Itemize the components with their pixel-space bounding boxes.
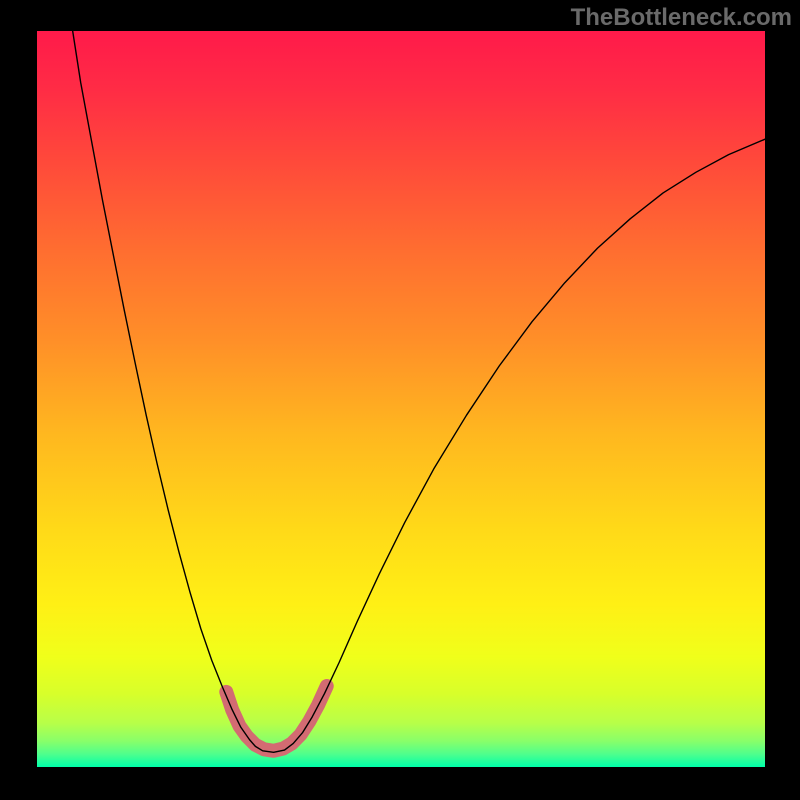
- watermark-text: TheBottleneck.com: [571, 4, 792, 32]
- curve-layer: [0, 0, 800, 800]
- chart-frame: TheBottleneck.com: [0, 0, 800, 800]
- bottleneck-curve: [73, 31, 765, 752]
